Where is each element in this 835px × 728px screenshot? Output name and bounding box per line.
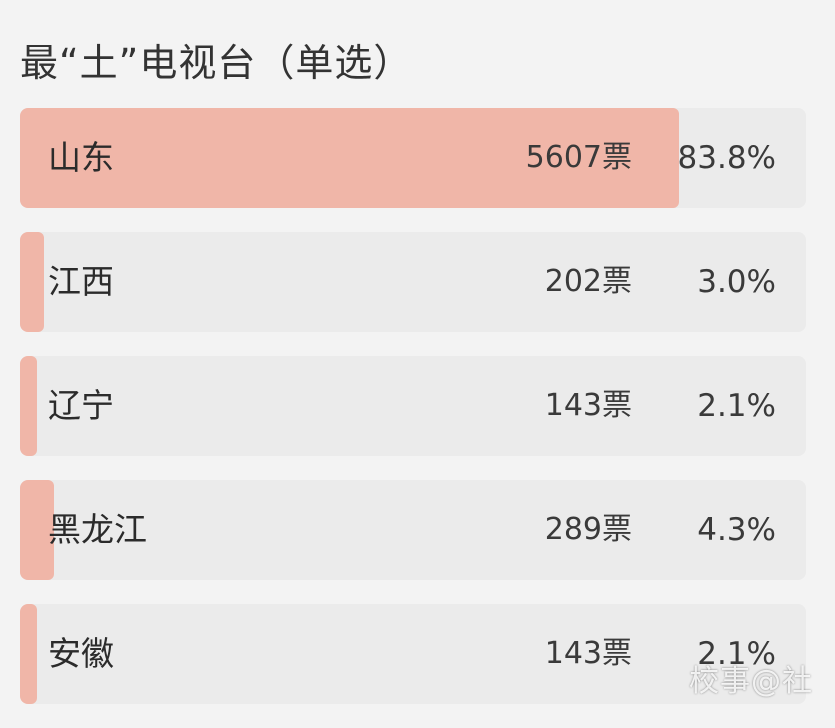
vote-percent: 83.8%	[677, 140, 776, 176]
vote-fill-bar	[20, 604, 37, 704]
vote-fill-bar	[20, 232, 44, 332]
poll-option-jiangxi[interactable]: 江西 202票 3.0%	[20, 232, 806, 332]
poll-option-anhui[interactable]: 安徽 143票 2.1%	[20, 604, 806, 704]
vote-fill-bar	[20, 356, 37, 456]
option-label: 江西	[48, 262, 114, 301]
vote-percent: 2.1%	[697, 636, 776, 672]
poll-options: 山东 5607票 83.8% 江西 202票 3.0% 辽宁 143票 2.1%…	[20, 108, 806, 728]
vote-count: 289票	[544, 512, 632, 547]
poll-option-shandong[interactable]: 山东 5607票 83.8%	[20, 108, 806, 208]
poll-option-liaoning[interactable]: 辽宁 143票 2.1%	[20, 356, 806, 456]
option-label: 辽宁	[48, 386, 114, 425]
vote-fill-bar	[20, 480, 54, 580]
option-label: 黑龙江	[48, 510, 147, 549]
vote-percent: 3.0%	[697, 264, 776, 300]
vote-count: 143票	[544, 388, 632, 423]
watermark: 校事@社	[689, 664, 813, 699]
vote-percent: 2.1%	[697, 388, 776, 424]
vote-fill-bar	[20, 108, 679, 208]
option-label: 安徽	[48, 634, 114, 673]
vote-count: 5607票	[525, 140, 632, 175]
vote-count: 202票	[544, 264, 632, 299]
option-label: 山东	[48, 138, 114, 177]
vote-count: 143票	[544, 636, 632, 671]
poll-option-heilongjiang[interactable]: 黑龙江 289票 4.3%	[20, 480, 806, 580]
poll-title: 最“土”电视台（单选）	[20, 41, 413, 85]
vote-percent: 4.3%	[697, 512, 776, 548]
